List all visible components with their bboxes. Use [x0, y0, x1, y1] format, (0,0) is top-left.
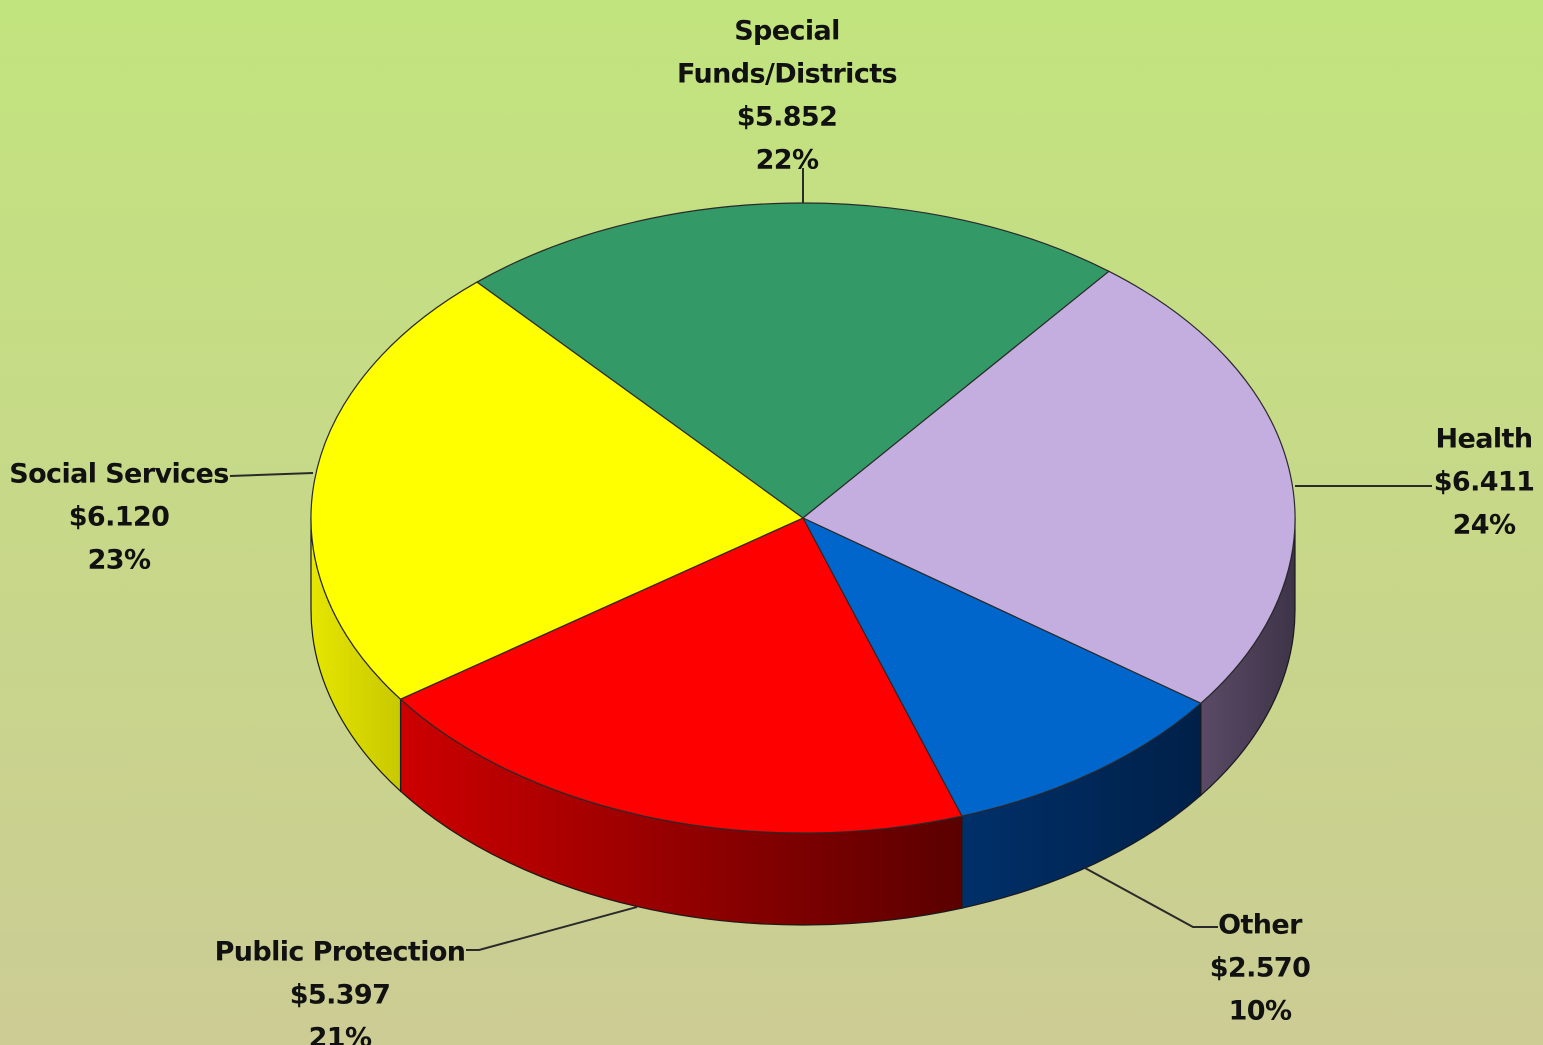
- slice-value-special: $5.852: [737, 102, 838, 133]
- slice-health: [801, 270, 1296, 705]
- slice-other: [801, 516, 1202, 817]
- slice-percent-public: 21%: [309, 1023, 372, 1045]
- slice-special: [475, 202, 1111, 519]
- slice-label-social: Social Services: [9, 459, 228, 490]
- slice-label-special: Special: [734, 16, 840, 47]
- slice-percent-health: 24%: [1453, 510, 1516, 541]
- leader-line-public: [466, 906, 638, 951]
- slice-public: [399, 517, 963, 834]
- slice-percent-other: 10%: [1229, 996, 1292, 1027]
- slice-value-public: $5.397: [290, 980, 391, 1011]
- leader-line-other: [1084, 867, 1218, 928]
- pie-side-walls: [310, 517, 1296, 926]
- slice-social: [310, 281, 805, 700]
- leader-line-social: [229, 472, 314, 477]
- slice-value-other: $2.570: [1210, 953, 1311, 984]
- slice-label-special: Funds/Districts: [677, 59, 897, 90]
- leader-lines: [229, 168, 1432, 951]
- slice-label-other: Other: [1218, 910, 1303, 941]
- slice-labels: Special Funds/Districts $5.852 22% Health $6.…: [9, 16, 1535, 1045]
- slice-label-public: Public Protection: [215, 937, 466, 968]
- slice-percent-social: 23%: [88, 545, 151, 576]
- slice-value-health: $6.411: [1434, 467, 1535, 498]
- slice-value-social: $6.120: [69, 502, 170, 533]
- pie-slices: [310, 202, 1296, 834]
- slice-label-health: Health: [1436, 424, 1533, 455]
- slice-percent-special: 22%: [756, 145, 819, 176]
